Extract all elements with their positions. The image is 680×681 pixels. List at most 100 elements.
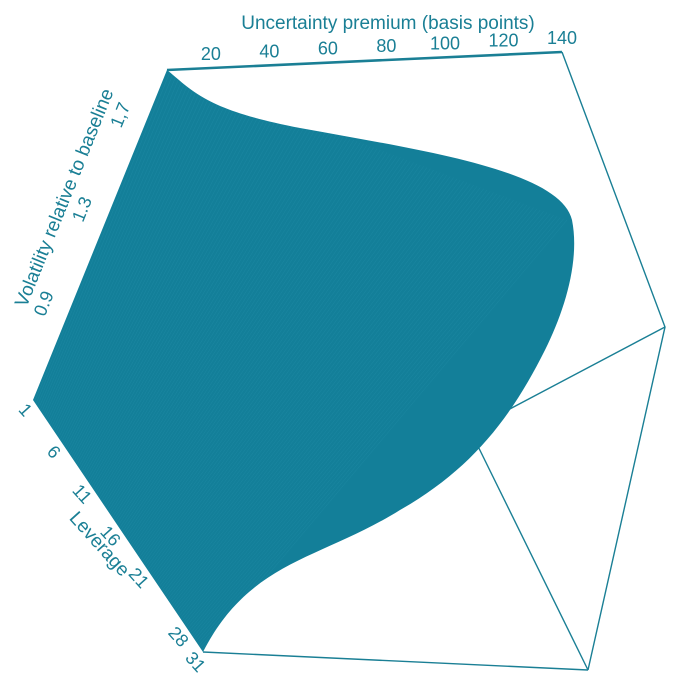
surface-grid-line [69,102,254,455]
surface-grid-line [113,141,358,520]
surface-grid-line [199,217,561,648]
surface-grid-line [112,139,354,518]
surface-grid-line [148,172,441,573]
x-tick-label: 40 [259,41,279,61]
surface-grid-line [191,209,541,636]
surface-grid-line [97,127,321,497]
surface-grid-line [171,192,494,606]
x-axis-title: Uncertainty premium (basis points) [241,13,535,34]
surface-grid-line [180,199,514,619]
surface-grid-line [182,202,521,623]
surface-grid-line [117,144,368,527]
surface-grid-line [106,134,341,510]
surface-grid-line [55,89,221,434]
x-tick-label: 120 [488,31,518,51]
surface-grid-line [85,116,291,478]
x-axis-ticks: 20 40 60 80 100 120 140 [201,28,577,64]
surface-grid-line [82,113,284,474]
surface-grid-line [35,72,174,405]
surface-grid-line [122,148,378,533]
surface-grid-line [153,176,451,579]
surface-grid-line [93,123,311,491]
surface-grid-line [110,138,351,516]
surface-grid-line [126,152,388,539]
surface-grid-line [34,71,171,403]
y-tick-label: 6 [43,442,65,463]
surface-grid-line [44,79,194,417]
surface-grid-line [83,114,288,476]
box-back-vertical-edge [469,429,589,671]
surface-grid-line [137,162,414,556]
box-top-edge [166,50,563,72]
surface-grid-line [150,173,444,575]
surface-grid-line [151,174,448,577]
surface-grid-line [127,153,391,541]
surface-grid-line [140,164,421,560]
surface-grid-line [37,73,178,407]
surface-grid-line [184,203,524,625]
surface-grid-line [173,193,498,609]
surface-grid-line [65,98,244,449]
surface-grid-line [119,146,371,529]
box-back-right-edge [561,51,666,671]
surface-grid-line [52,87,214,430]
surface-grid-line [174,194,501,611]
surface-grid-line [95,124,314,493]
surface-grid-line [62,96,238,445]
surface-grid-line [123,149,381,535]
surface-grid-line [54,88,218,432]
surface-grid-line [114,142,361,522]
surface-grid-line [61,94,234,443]
surface-grid-line [154,177,454,581]
surface-grid-line [46,82,201,422]
surface-grid-line [195,213,551,642]
surface-grid-lines [33,70,568,652]
surface-grid-line [187,206,531,630]
surface-grid-line [78,109,274,468]
surface-grid-line [170,191,491,604]
surface-grid-line [39,76,184,411]
x-tick-label: 140 [547,28,577,48]
surface-grid-line [116,143,364,525]
surface-grid-line [45,81,198,420]
surface-grid-line [163,184,474,594]
surface-grid-line [86,117,294,480]
surface-grid-line [130,156,398,546]
surface-grid-line [178,198,511,617]
surface-grid-line [144,168,431,567]
surface-grid-line [72,104,261,459]
surface-grid-line [202,219,568,652]
surface-grid-line [102,131,331,504]
surface-grid-line [79,111,278,470]
surface-grid-line [107,136,344,512]
surface-grid-line [146,169,434,569]
surface-mesh [33,70,575,652]
surface-grid-line [103,132,334,506]
surface-grid-line [76,108,271,466]
surface-grid-line [157,179,461,585]
surface-grid-line [175,196,504,613]
surface-grid-line [105,133,338,508]
surface-grid-line [88,118,298,483]
surface-grid-line [197,214,554,644]
surface-grid-line [192,211,544,638]
surface-grid-line [161,183,471,592]
y-tick-label: 1 [15,400,37,421]
box-bottom-edge [202,651,589,671]
surface-grid-line [164,186,478,596]
surface-grid-line [92,122,308,489]
x-tick-label: 80 [376,36,396,56]
surface-grid-line [165,187,481,598]
surface-grid-line [100,129,328,501]
surface-grid-line [139,163,418,558]
surface-grid-line [134,159,408,552]
surface-grid-line [194,212,548,640]
surface-grid-line [68,101,251,453]
surface-grid-line [80,112,281,472]
surface-grid-line [75,107,268,464]
surface-grid-line [42,78,191,415]
surface-grid-line [48,83,204,424]
surface-grid-line [49,84,208,426]
x-tick-label: 100 [430,33,460,53]
surface-grid-line [89,119,301,485]
